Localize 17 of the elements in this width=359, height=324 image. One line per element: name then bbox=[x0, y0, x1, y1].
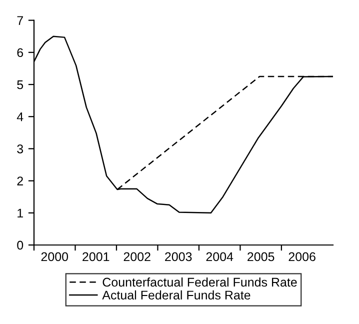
x-tick-label: 2006 bbox=[288, 252, 316, 262]
legend-label: Actual Federal Funds Rate bbox=[102, 290, 250, 300]
x-tick-label: 2000 bbox=[41, 252, 68, 262]
y-tick-label: 0 bbox=[17, 240, 24, 250]
x-tick-label: 2002 bbox=[124, 252, 150, 262]
y-tick-label: 6 bbox=[17, 48, 24, 58]
y-tick-label: 1 bbox=[18, 208, 23, 218]
y-tick-label: 4 bbox=[16, 112, 24, 122]
x-tick-label: 2004 bbox=[206, 252, 234, 262]
x-tick-label: 2001 bbox=[82, 252, 110, 262]
x-tick-label: 2003 bbox=[165, 252, 192, 262]
y-tick-label: 2 bbox=[17, 176, 23, 186]
y-tick-label: 5 bbox=[17, 80, 24, 90]
legend-label: Counterfactual Federal Funds Rate bbox=[102, 277, 297, 287]
y-tick-label: 3 bbox=[17, 144, 24, 154]
y-tick-label: 7 bbox=[17, 16, 23, 25]
x-tick-label: 2005 bbox=[248, 252, 274, 262]
